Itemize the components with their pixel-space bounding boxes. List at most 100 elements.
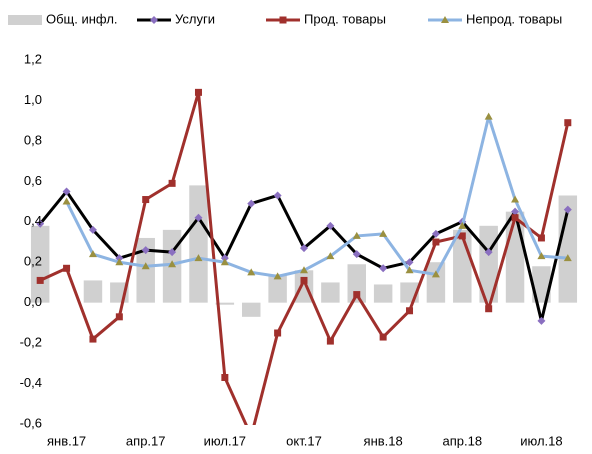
legend-marker xyxy=(150,16,158,24)
line xyxy=(65,115,568,278)
marker xyxy=(511,207,520,216)
x-tick-label: июл.18 xyxy=(520,433,562,448)
x-tick-label: янв.17 xyxy=(47,433,86,448)
marker xyxy=(194,88,202,96)
legend-marker xyxy=(279,16,287,24)
marker xyxy=(431,229,440,238)
bar xyxy=(83,280,103,303)
bar xyxy=(242,302,261,317)
marker xyxy=(220,258,229,266)
marker xyxy=(274,329,282,337)
bar xyxy=(558,195,578,303)
marker xyxy=(537,252,546,260)
marker xyxy=(458,221,467,229)
marker xyxy=(194,254,203,262)
legend-label: Общ. инфл. xyxy=(46,11,118,26)
marker xyxy=(62,187,71,196)
x-tick-label: апр.18 xyxy=(442,433,482,448)
bar xyxy=(215,302,235,305)
x-tick-label: окт.17 xyxy=(286,433,322,448)
marker xyxy=(247,268,256,276)
bar xyxy=(268,274,287,303)
marker xyxy=(168,179,176,187)
marker xyxy=(484,112,493,120)
marker xyxy=(194,213,203,222)
marker xyxy=(379,264,388,273)
marker xyxy=(511,214,519,222)
marker xyxy=(352,231,361,239)
marker xyxy=(168,260,177,268)
marker xyxy=(273,191,282,200)
marker xyxy=(432,238,440,246)
marker xyxy=(485,305,493,313)
marker xyxy=(537,316,546,325)
marker xyxy=(405,258,414,267)
marker xyxy=(63,264,71,272)
marker xyxy=(36,276,44,284)
marker xyxy=(511,195,520,203)
marker xyxy=(89,335,97,343)
marker xyxy=(326,252,335,260)
y-tick-label: -0,6 xyxy=(20,415,42,430)
marker xyxy=(221,373,229,381)
y-tick-label: -0,4 xyxy=(20,375,42,390)
marker xyxy=(36,219,45,228)
x-tick-label: июл.17 xyxy=(204,433,246,448)
y-tick-label: 1,0 xyxy=(24,92,42,107)
y-tick-label: 1,2 xyxy=(24,51,42,66)
bar xyxy=(426,262,446,303)
plot-area xyxy=(30,88,578,440)
marker xyxy=(300,266,308,274)
bar xyxy=(347,264,366,303)
marker xyxy=(405,266,414,274)
marker xyxy=(379,333,387,341)
bar xyxy=(30,225,50,303)
marker xyxy=(115,313,123,321)
bar xyxy=(532,266,551,303)
marker xyxy=(88,225,97,234)
y-tick-label: 0,6 xyxy=(24,173,42,188)
marker xyxy=(352,250,361,259)
legend-marker xyxy=(441,16,449,23)
bar xyxy=(505,211,525,303)
marker xyxy=(326,221,335,230)
marker xyxy=(484,248,493,257)
marker xyxy=(142,196,150,204)
legend-label: Непрод. товары xyxy=(466,11,562,26)
marker xyxy=(273,272,282,280)
y-tick-label: 0,8 xyxy=(24,132,42,147)
marker xyxy=(247,199,256,208)
marker xyxy=(88,250,97,258)
marker xyxy=(564,119,572,127)
bar xyxy=(136,237,155,303)
y-tick-label: -0,2 xyxy=(20,335,42,350)
y-tick-label: 0,0 xyxy=(24,294,42,309)
x-tick-label: янв.18 xyxy=(364,433,403,448)
legend-label: Услуги xyxy=(175,11,215,26)
x-tick-label: апр.17 xyxy=(126,433,166,448)
marker xyxy=(168,248,177,257)
bar xyxy=(189,185,208,303)
marker xyxy=(220,254,229,263)
marker xyxy=(300,276,308,284)
marker xyxy=(115,258,124,266)
marker xyxy=(458,232,466,240)
marker xyxy=(431,270,440,278)
legend-swatch xyxy=(8,15,42,25)
marker xyxy=(141,246,150,255)
marker xyxy=(62,197,71,205)
bar xyxy=(373,284,393,303)
y-tick-label: 0,2 xyxy=(24,254,42,269)
marker xyxy=(300,244,308,253)
marker xyxy=(141,262,150,270)
marker xyxy=(353,291,361,299)
marker xyxy=(563,205,572,214)
marker xyxy=(537,234,545,242)
marker xyxy=(248,433,255,440)
y-tick-label: 0,4 xyxy=(24,213,42,228)
bar xyxy=(321,282,340,303)
marker xyxy=(406,307,414,315)
marker xyxy=(379,229,388,237)
marker xyxy=(326,337,334,345)
